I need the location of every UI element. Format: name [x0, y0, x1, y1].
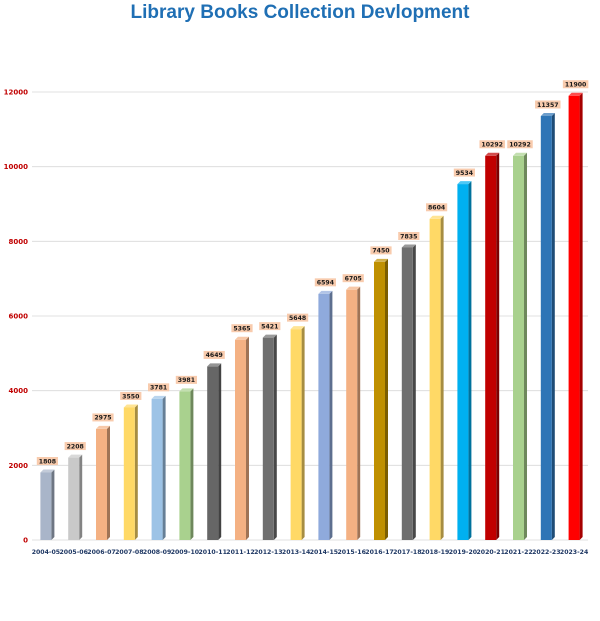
bar	[485, 152, 500, 541]
data-label: 3781	[148, 383, 170, 392]
x-axis-categories: 2004-05 2005-06 2006-07 2007-08 2008-09 2009-…	[32, 549, 589, 556]
svg-text:10292: 10292	[481, 142, 503, 149]
bar	[401, 244, 416, 540]
svg-text:2208: 2208	[67, 443, 84, 450]
data-label: 5365	[231, 324, 253, 333]
bar	[207, 363, 222, 540]
chart-title: Library Books Collection Devlopment	[130, 2, 470, 23]
bar	[374, 258, 388, 540]
x-category-label: 2014-15	[310, 549, 338, 556]
svg-text:3550: 3550	[122, 393, 140, 400]
data-label: 2208	[64, 442, 86, 450]
data-label: 11900	[562, 80, 589, 89]
x-category-label: 2004-05	[32, 549, 60, 556]
data-label: 9534	[453, 168, 475, 177]
bar	[96, 425, 110, 540]
x-category-label: 2012-13	[254, 549, 282, 556]
x-category-label: 2015-16	[337, 549, 365, 556]
data-label: 7450	[370, 246, 392, 255]
svg-text:11900: 11900	[565, 82, 587, 89]
bar	[540, 113, 555, 540]
x-category-label: 2021-22	[504, 549, 532, 556]
bar	[290, 326, 305, 540]
y-tick-label: 8000	[9, 238, 29, 246]
data-label: 5421	[259, 322, 281, 330]
data-label: 6705	[342, 274, 364, 282]
bar	[179, 388, 194, 540]
svg-text:7450: 7450	[372, 248, 390, 255]
bar	[262, 334, 277, 540]
svg-text:3781: 3781	[150, 385, 167, 392]
x-category-label: 2020-21	[476, 549, 504, 556]
data-label: 6594	[314, 278, 336, 287]
bar	[513, 152, 527, 541]
x-category-label: 2013-14	[282, 549, 311, 556]
svg-text:5421: 5421	[261, 323, 278, 330]
svg-text:6705: 6705	[345, 275, 362, 282]
svg-text:5365: 5365	[233, 326, 250, 333]
bar	[568, 92, 583, 540]
bar	[68, 454, 83, 540]
bar	[235, 336, 249, 540]
x-category-label: 2007-08	[115, 549, 143, 556]
bar	[151, 395, 166, 540]
svg-text:6594: 6594	[317, 280, 335, 287]
y-tick-label: 4000	[9, 387, 29, 395]
svg-text:10292: 10292	[509, 142, 531, 149]
y-tick-label: 2000	[9, 462, 29, 470]
svg-text:3981: 3981	[178, 377, 195, 384]
x-category-label: 2022-23	[532, 549, 560, 556]
y-axis-ticks: 0 2000 4000 6000 8000 10000 12000	[4, 89, 28, 545]
svg-text:5648: 5648	[289, 315, 306, 322]
data-label: 10292	[479, 140, 505, 149]
data-label: 2975	[92, 413, 114, 422]
bars	[40, 92, 583, 541]
svg-text:9534: 9534	[456, 170, 474, 177]
x-category-label: 2006-07	[87, 549, 115, 556]
bar	[429, 215, 444, 540]
y-tick-label: 6000	[9, 313, 29, 321]
x-category-label: 2016-17	[365, 549, 393, 556]
bar	[318, 290, 333, 540]
data-label: 11357	[535, 100, 561, 109]
svg-text:7835: 7835	[400, 233, 417, 240]
data-label: 3550	[120, 391, 142, 400]
data-label: 8604	[426, 203, 448, 212]
bar	[40, 469, 55, 540]
x-category-label: 2019-20	[449, 549, 478, 556]
x-category-label: 2023-24	[560, 549, 589, 556]
svg-text:2975: 2975	[94, 415, 111, 422]
data-label: 7835	[398, 231, 420, 240]
x-category-label: 2008-09	[143, 549, 171, 556]
data-label: 3981	[175, 375, 197, 384]
data-label: 4649	[203, 350, 225, 359]
data-label: 1808	[36, 457, 58, 465]
y-tick-label: 12000	[4, 89, 28, 97]
x-category-label: 2018-19	[421, 549, 449, 556]
data-label: 5648	[287, 313, 309, 322]
grid-lines	[32, 91, 588, 541]
data-labels: 1808 2208 2975 3550 3781 3981 4649 5365 5421 5648…	[36, 80, 589, 465]
x-category-label: 2011-12	[226, 549, 254, 556]
y-tick-label: 10000	[4, 163, 28, 171]
x-category-label: 2009-10	[171, 549, 200, 556]
data-label: 10292	[507, 140, 533, 149]
x-category-label: 2005-06	[59, 549, 87, 556]
bar	[457, 181, 472, 540]
x-category-label: 2010-11	[198, 549, 226, 556]
x-category-label: 2017-18	[393, 549, 421, 556]
bar	[123, 404, 138, 540]
y-tick-label: 0	[23, 537, 28, 545]
svg-text:11357: 11357	[537, 102, 559, 109]
bar	[346, 286, 361, 540]
svg-text:4649: 4649	[206, 352, 223, 359]
svg-text:1808: 1808	[39, 458, 56, 465]
svg-text:8604: 8604	[428, 205, 446, 212]
